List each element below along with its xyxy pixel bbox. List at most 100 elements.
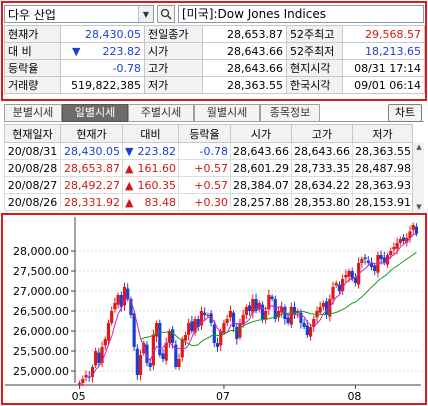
quote-row: 거래량 519,822,385 저가 28,363.55 한국시각 09/01 06:14 — [4, 76, 425, 94]
candle-body — [238, 323, 242, 338]
cell-change: ▼ 223.82 — [122, 142, 179, 160]
tab-3[interactable]: 월별시세 — [194, 104, 260, 122]
column-header[interactable]: 등락율 — [178, 124, 231, 143]
tab-4[interactable]: 종목정보 — [260, 104, 320, 122]
candle-body — [401, 237, 406, 241]
candle-body — [78, 383, 82, 386]
candle-body — [174, 344, 178, 367]
cell-low: 28,363.93 — [352, 176, 413, 194]
table-row[interactable]: 20/08/28 28,653.87 ▲ 161.60 +0.57 28,601.29 28… — [4, 159, 413, 177]
highlight-frame-chart — [1, 213, 427, 405]
cell-rate: +0.57 — [178, 159, 231, 177]
candle-body — [280, 307, 284, 313]
quote-value: 18,213.65 — [342, 42, 425, 60]
scroll-down-icon[interactable]: ▼ — [416, 203, 422, 211]
candle-body — [251, 299, 255, 313]
column-header[interactable]: 저가 — [352, 124, 413, 143]
candle-body — [337, 284, 342, 291]
candle-body — [350, 271, 354, 279]
quote-label: 52주최고 — [286, 25, 343, 43]
candle-body — [203, 312, 207, 315]
cell-date: 20/08/28 — [4, 159, 61, 177]
table-row[interactable]: 20/08/26 28,331.92 ▲ 83.48 +0.30 28,257.88 28,… — [4, 193, 413, 211]
candle-body — [215, 343, 220, 347]
candle-body — [312, 319, 316, 327]
candle-body — [212, 324, 216, 343]
table-row[interactable]: 20/08/31 28,430.05 ▼ 223.82 -0.78 28,643.66 28… — [4, 142, 413, 160]
cell-high: 28,643.66 — [291, 142, 353, 160]
cell-high: 28,634.22 — [291, 176, 353, 194]
quote-number: 29,568.57 — [365, 27, 421, 41]
candle-body — [196, 319, 200, 327]
x-tick-label: 08 — [347, 390, 361, 403]
history-scrollbar[interactable]: ▲ ▼ — [412, 142, 424, 212]
quote-value: 28,363.55 — [202, 76, 287, 94]
table-row[interactable]: 20/08/27 28,492.27 ▲ 160.35 +0.57 28,384.07 28… — [4, 176, 413, 194]
chart-button[interactable]: 차트 — [388, 104, 422, 122]
tab-bar: 분별시세 일별시세 주별시세 월별시세 종목정보 차트 — [4, 103, 424, 122]
candle-body — [360, 259, 364, 263]
candle-body — [94, 351, 98, 366]
candle-body — [254, 299, 258, 311]
quote-label: 시가 — [144, 42, 203, 60]
tab-1[interactable]: 일별시세 — [62, 104, 128, 122]
quote-label: 대 비 — [4, 42, 61, 60]
search-button[interactable] — [157, 5, 175, 23]
quote-number: 28,430.05 — [85, 27, 141, 41]
candle-body — [324, 301, 329, 315]
candle-body — [206, 315, 210, 316]
column-header[interactable]: 대비 — [122, 124, 179, 143]
column-header[interactable]: 고가 — [291, 124, 353, 143]
candle-body — [241, 315, 245, 325]
column-header[interactable]: 현재가 — [60, 124, 123, 143]
quote-value: 28,430.05 — [60, 25, 145, 43]
column-header[interactable]: 현재일자 — [4, 124, 61, 143]
candle-body — [373, 265, 377, 271]
quote-number: 18,213.65 — [365, 44, 421, 58]
candle-body — [344, 275, 348, 278]
candle-body — [308, 327, 313, 337]
quote-value: 28,643.66 — [202, 59, 287, 77]
candle-body — [90, 367, 95, 377]
candle-body — [376, 255, 380, 273]
history-table: 현재일자 현재가 대비 등락율 시가 고가 저가 20/08/31 28,430.05 ▼ 223… — [4, 124, 413, 211]
tab-2[interactable]: 주별시세 — [128, 104, 194, 122]
chevron-down-icon[interactable]: ▼ — [138, 6, 153, 22]
quote-label: 52주최저 — [286, 42, 343, 60]
candle-body — [267, 295, 271, 310]
price-chart[interactable]: 28,000.00 27,500.00 27,000.00 26,500.00 26,0… — [3, 215, 425, 403]
arrow-down-icon: ▼ — [125, 144, 134, 158]
candle-body — [347, 271, 351, 277]
scroll-up-icon[interactable]: ▲ — [416, 143, 422, 151]
candle-body — [167, 331, 172, 343]
y-tick-label: 28,000.00 — [13, 245, 69, 258]
quote-number: 519,822,385 — [71, 78, 141, 92]
selector-row: 다우 산업 ▼ [미국]:Dow Jones Indices — [4, 4, 424, 24]
search-icon — [160, 8, 172, 20]
candle-body — [126, 288, 130, 299]
change-value: 83.48 — [144, 195, 177, 209]
cell-price: 28,331.92 — [60, 193, 123, 211]
quote-label: 고가 — [144, 59, 203, 77]
tab-0[interactable]: 분별시세 — [4, 104, 62, 122]
index-combo[interactable]: 다우 산업 ▼ — [4, 5, 154, 23]
market-field[interactable]: [미국]:Dow Jones Indices — [178, 5, 424, 23]
candle-body — [270, 296, 274, 299]
cell-low: 28,487.98 — [352, 159, 413, 177]
candle-body — [302, 323, 306, 327]
arrow-up-icon: ▲ — [125, 178, 134, 192]
column-header[interactable]: 시가 — [230, 124, 292, 143]
y-tick-label: 27,500.00 — [13, 265, 69, 278]
candle-body — [331, 287, 335, 299]
candle-body — [193, 319, 197, 333]
cell-open: 28,257.88 — [230, 193, 292, 211]
cell-low: 28,363.55 — [352, 142, 413, 160]
y-tick-label: 26,000.00 — [13, 325, 69, 338]
candle-body — [398, 239, 402, 243]
cell-date: 20/08/31 — [4, 142, 61, 160]
candle-body — [411, 225, 415, 230]
quote-number: 28,643.66 — [227, 61, 283, 75]
quote-label: 등락율 — [4, 59, 61, 77]
cell-change: ▲ 161.60 — [122, 159, 179, 177]
quote-number: -0.78 — [112, 61, 141, 75]
